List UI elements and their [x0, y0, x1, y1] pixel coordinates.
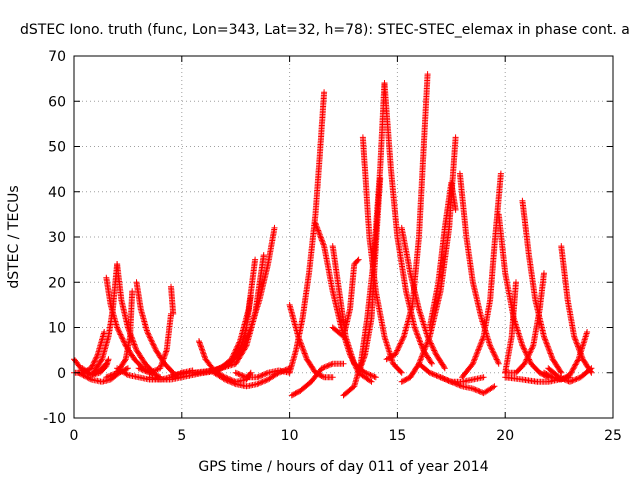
y-tick-label: 60 — [48, 94, 66, 110]
data-arc — [79, 356, 112, 378]
data-marks — [71, 71, 595, 399]
data-points — [502, 270, 547, 376]
data-arc — [383, 71, 431, 363]
y-tick-label: 70 — [48, 49, 66, 65]
x-tick-label: 20 — [496, 428, 514, 444]
data-points — [545, 365, 595, 385]
y-tick-label: 20 — [48, 275, 66, 291]
y-tick-label: 0 — [57, 366, 66, 382]
data-points — [79, 356, 112, 378]
data-points — [558, 243, 595, 376]
data-arc — [502, 270, 547, 376]
x-axis-label: GPS time / hours of day 011 of year 2014 — [198, 459, 488, 475]
x-tick-label: 15 — [388, 428, 406, 444]
data-arc — [437, 374, 498, 397]
data-arc — [103, 288, 136, 381]
x-tick-label: 0 — [70, 428, 79, 444]
data-points — [437, 374, 498, 397]
data-points — [133, 279, 177, 376]
y-tick-label: 50 — [48, 140, 66, 156]
data-arc — [168, 283, 177, 317]
data-arc — [133, 279, 177, 376]
data-points — [329, 256, 362, 340]
data-arc — [135, 310, 174, 376]
y-tick-label: -10 — [43, 411, 66, 427]
data-points — [355, 175, 384, 376]
x-tick-label: 5 — [177, 428, 186, 444]
y-tick-label: 40 — [48, 185, 66, 201]
data-points — [232, 367, 293, 381]
data-points — [383, 71, 431, 363]
x-tick-label: 10 — [281, 428, 299, 444]
y-axis-label: dSTEC / TECUs — [6, 185, 22, 288]
data-arc — [558, 243, 595, 376]
data-points — [286, 301, 336, 381]
data-arc — [355, 175, 384, 376]
chart-title: dSTEC Iono. truth (func, Lon=343, Lat=32… — [20, 22, 630, 38]
data-points — [426, 179, 459, 331]
y-tick-label: 30 — [48, 230, 66, 246]
x-tick-label: 25 — [604, 428, 622, 444]
data-points — [103, 288, 136, 381]
data-arc — [329, 256, 362, 340]
data-arc — [426, 179, 459, 331]
data-points — [168, 283, 177, 317]
data-arc — [286, 301, 336, 381]
data-arc — [545, 365, 595, 385]
data-arc — [232, 367, 293, 381]
data-points — [135, 310, 174, 376]
y-tick-label: 10 — [48, 321, 66, 337]
